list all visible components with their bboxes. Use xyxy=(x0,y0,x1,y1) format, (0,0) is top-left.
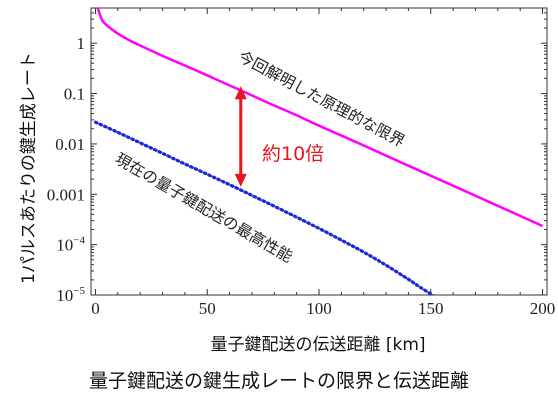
x-tick-label: 200 xyxy=(530,299,556,318)
y-tick-label: 10−4 xyxy=(56,235,85,255)
ratio-arrow-head-up xyxy=(234,86,247,100)
x-tick-label: 50 xyxy=(199,299,216,318)
series-line-current-qkd xyxy=(93,120,436,295)
ratio-label: 約10倍 xyxy=(262,143,324,165)
y-tick-label: 0.01 xyxy=(55,135,85,154)
ratio-arrow-head-down xyxy=(234,173,247,187)
x-tick-label: 0 xyxy=(91,299,100,318)
ratio-arrow xyxy=(234,86,247,187)
series-label-current-qkd: 現在の量子鍵配送の最高性能 xyxy=(112,150,296,266)
y-tick-label: 1 xyxy=(77,34,86,53)
y-tick-label: 0.1 xyxy=(64,85,85,104)
series-line-fundamental-limit xyxy=(96,8,544,228)
y-tick-label: 0.001 xyxy=(47,185,85,204)
y-tick-label: 10−5 xyxy=(56,285,85,305)
x-tick-label: 150 xyxy=(418,299,444,318)
figure-caption: 量子鍵配送の鍵生成レートの限界と伝送距離 xyxy=(88,370,469,392)
y-axis-ticks: 1 0.1 0.01 0.001 10−4 10−5 xyxy=(47,7,547,305)
x-axis-ticks: 0 50 100 150 200 xyxy=(91,8,555,318)
x-tick-label: 100 xyxy=(306,299,332,318)
y-axis-label: 1パルスあたりの鍵生成レート xyxy=(19,52,39,284)
x-axis-label: 量子鍵配送の伝送距離 [km] xyxy=(210,335,425,355)
